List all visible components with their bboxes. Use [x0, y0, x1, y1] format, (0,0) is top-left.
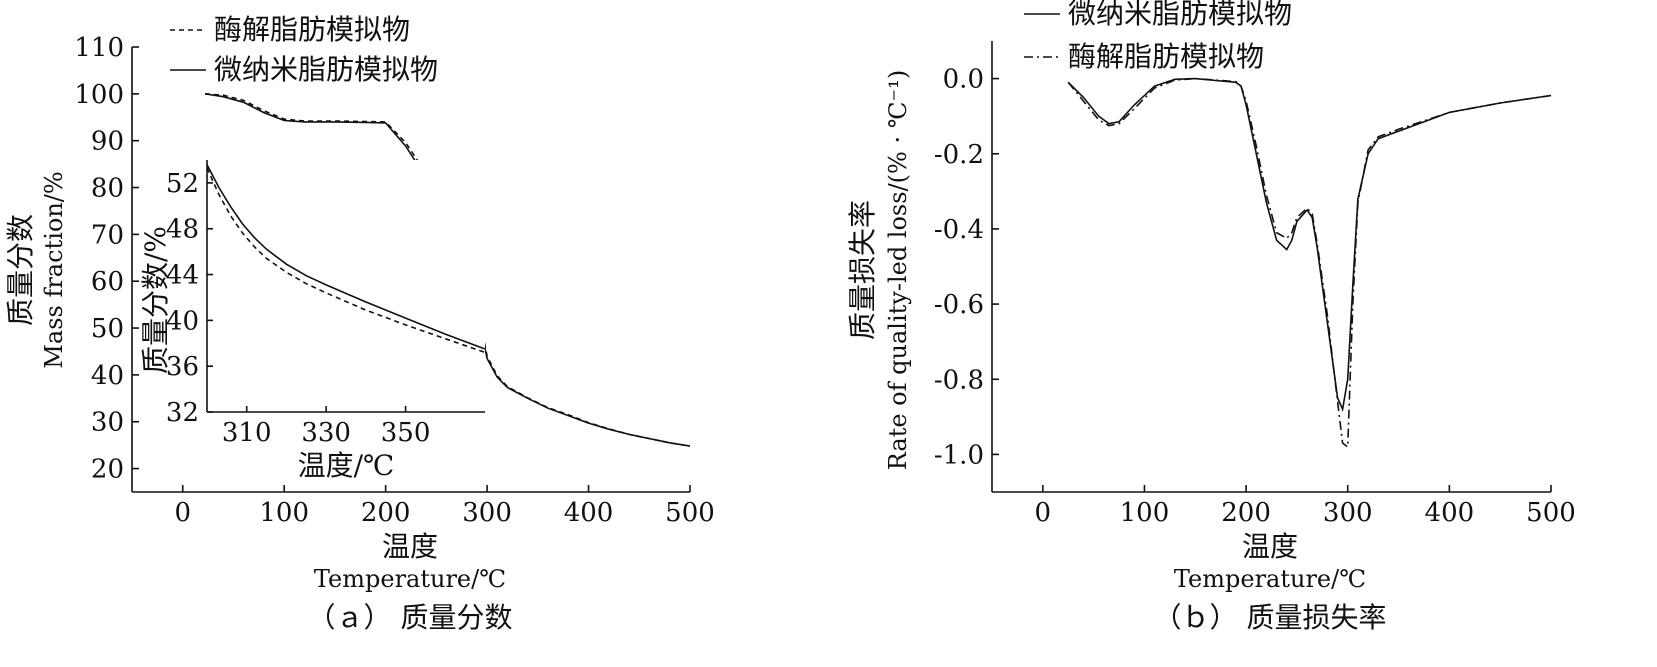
chart-b-series-line-0 [1067, 77, 1552, 413]
chart-a-y-tick-label-4: 60 [91, 267, 124, 297]
chart-a-inset: 310 330 350 32 36 40 44 48 52 温度/℃ 质量分数/% [139, 160, 486, 482]
chart-a-y-label-cn: 质量分数 [4, 214, 37, 326]
chart-b-x-label-cn: 温度 [1242, 530, 1298, 563]
chart-b-x-label-en: Temperature/℃ [1174, 565, 1366, 593]
inset-y-ticks: 32 36 40 44 48 52 [166, 169, 213, 428]
chart-b-series [1067, 77, 1552, 449]
chart-b-x-tick-label-3: 300 [1323, 498, 1373, 528]
chart-a-y-tick-label-0: 20 [91, 455, 124, 485]
chart-a: 0 100 200 300 400 500 2030405060708090100110 … [4, 13, 715, 634]
chart-b-y-tick-label-1: -0.2 [934, 140, 984, 170]
chart-a-y-tick-label-3: 50 [91, 314, 124, 344]
inset-x-tick-label-0: 310 [222, 418, 272, 448]
chart-a-x-label-cn: 温度 [382, 530, 438, 563]
chart-b-y-tick-label-5: -1.0 [934, 440, 984, 470]
chart-b: 0 100 200 300 400 500 0.0 -0.2 -0.4 -0.6 -0.8 -1.0… [846, 0, 1576, 634]
inset-background [207, 160, 485, 412]
chart-b-series-line-1 [1067, 77, 1552, 449]
chart-a-y-ticks: 20 30 40 50 60 70 80 90 100 110 [74, 33, 139, 485]
chart-a-x-tick-label-4: 400 [564, 498, 614, 528]
chart-b-y-label-en: Rate of quality-led loss/(% · ℃⁻¹) [884, 70, 912, 470]
inset-series-line-1 [206, 164, 486, 350]
inset-y-tick-label-2: 40 [166, 306, 199, 336]
chart-a-x-ticks: 0 100 200 300 400 500 [174, 485, 715, 528]
legend-b-label-1: 酶解脂肪模拟物 [1068, 40, 1264, 73]
chart-b-axes [991, 41, 1551, 493]
chart-b-x-ticks: 0 100 200 300 400 500 [1035, 485, 1576, 528]
chart-a-x-tick-label-1: 100 [259, 498, 309, 528]
legend-b-label-0: 微纳米脂肪模拟物 [1068, 0, 1292, 30]
chart-a-x-tick-label-5: 500 [665, 498, 715, 528]
chart-a-x-tick-label-3: 300 [462, 498, 512, 528]
chart-a-y-label-en: Mass fraction/% [40, 171, 68, 368]
inset-x-ticks: 310 330 350 [222, 406, 430, 448]
inset-y-tick-label-3: 44 [166, 261, 199, 291]
chart-b-y-tick-label-2: -0.4 [934, 215, 984, 245]
chart-b-x-tick-label-2: 200 [1221, 498, 1271, 528]
inset-y-tick-label-0: 32 [166, 398, 199, 428]
inset-y-tick-label-4: 48 [166, 215, 199, 245]
chart-a-x-label-en: Temperature/℃ [314, 565, 506, 593]
inset-series [206, 164, 486, 354]
chart-a-legend: 酶解脂肪模拟物 微纳米脂肪模拟物 [170, 13, 438, 86]
chart-b-y-tick-label-4: -0.8 [934, 365, 984, 395]
chart-a-y-tick-label-2: 40 [91, 361, 124, 391]
chart-b-y-ticks: 0.0 -0.2 -0.4 -0.6 -0.8 -1.0 [934, 65, 999, 470]
chart-a-axes [131, 47, 690, 493]
chart-a-y-tick-label-8: 100 [74, 80, 124, 110]
chart-b-legend: 微纳米脂肪模拟物 酶解脂肪模拟物 [1024, 0, 1292, 73]
chart-a-y-tick-label-5: 70 [91, 220, 124, 250]
legend-a-label-1: 微纳米脂肪模拟物 [214, 53, 438, 86]
chart-a-y-tick-label-7: 90 [91, 127, 124, 157]
chart-a-y-tick-label-9: 110 [74, 33, 124, 63]
inset-y-label: 质量分数/% [139, 226, 172, 374]
chart-b-x-tick-label-1: 100 [1120, 498, 1170, 528]
inset-x-tick-label-1: 330 [301, 418, 351, 448]
chart-a-x-tick-label-2: 200 [361, 498, 411, 528]
chart-b-y-tick-label-0: 0.0 [943, 65, 984, 95]
chart-b-y-tick-label-3: -0.6 [934, 290, 984, 320]
inset-series-line-0 [206, 167, 486, 354]
chart-b-caption: （ｂ） 质量损失率 [1154, 601, 1387, 634]
chart-a-caption: （ａ） 质量分数 [308, 601, 513, 634]
legend-a-label-0: 酶解脂肪模拟物 [214, 13, 410, 46]
chart-a-y-tick-label-1: 30 [91, 408, 124, 438]
inset-y-tick-label-5: 52 [166, 169, 199, 199]
chart-b-x-tick-label-5: 500 [1526, 498, 1576, 528]
chart-b-x-tick-label-0: 0 [1035, 498, 1052, 528]
inset-x-label: 温度/℃ [298, 449, 395, 482]
inset-y-tick-label-1: 36 [166, 352, 199, 382]
chart-b-x-tick-label-4: 400 [1425, 498, 1475, 528]
chart-a-x-tick-label-0: 0 [174, 498, 191, 528]
inset-x-tick-label-2: 350 [381, 418, 431, 448]
chart-b-y-label-cn: 质量损失率 [846, 200, 879, 340]
chart-a-y-tick-label-6: 80 [91, 174, 124, 204]
